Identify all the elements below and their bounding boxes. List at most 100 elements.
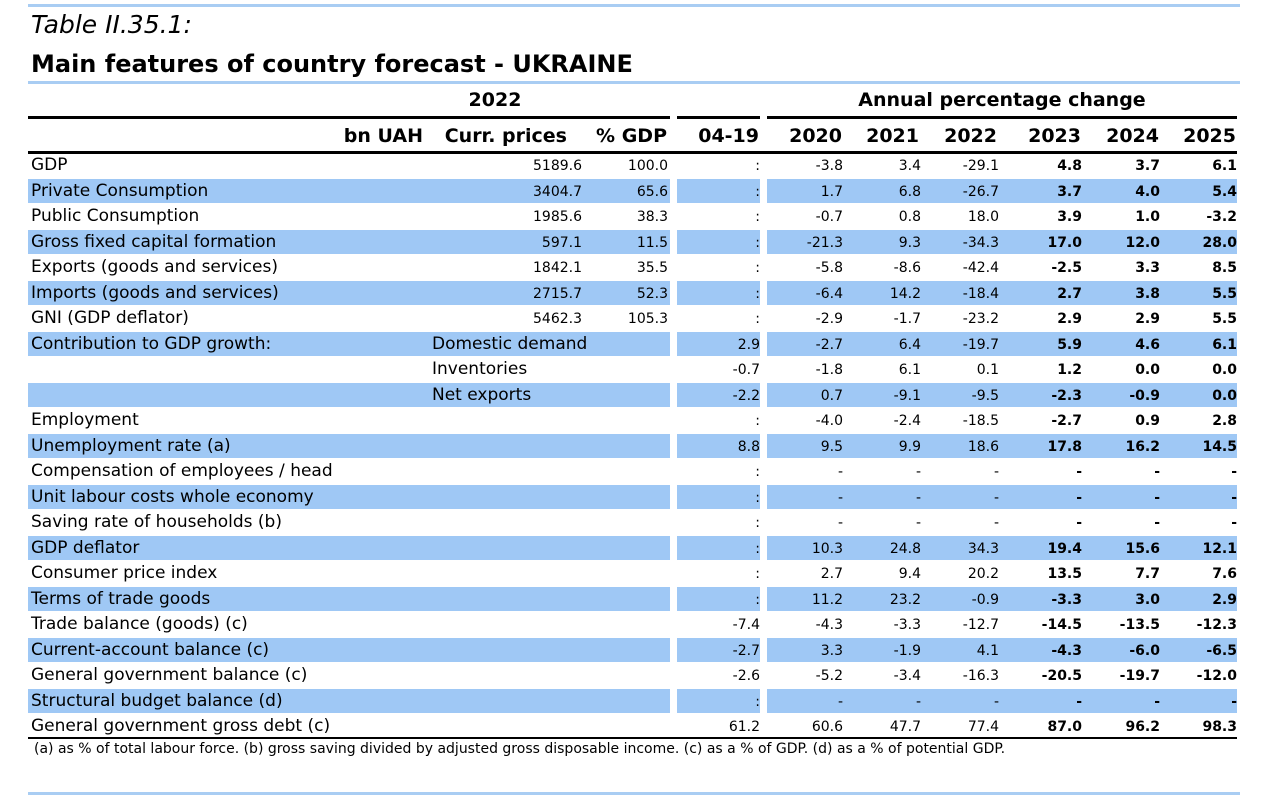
cell: -26.7 [962, 183, 999, 200]
cell: - [915, 693, 921, 710]
row-shade [677, 688, 760, 713]
row-label: Contribution to GDP growth: [31, 333, 272, 354]
cell: 15.6 [1125, 540, 1160, 557]
cell: 3.3 [820, 642, 843, 659]
cell: - [1231, 693, 1237, 710]
row-label: GDP deflator [31, 537, 140, 558]
cell: - [1154, 693, 1160, 710]
cell: -42.4 [962, 260, 999, 276]
cell: 4.1 [976, 642, 999, 659]
cell: - [837, 464, 843, 480]
row-shade [677, 178, 760, 203]
row-label: Public Consumption [31, 206, 200, 226]
cell: -4.0 [815, 413, 843, 429]
row-shade [28, 433, 670, 458]
cell: -6.4 [815, 285, 843, 302]
cell: 6.1 [898, 362, 921, 378]
table-title: Table II.35.1: [31, 10, 192, 39]
cell: 9.3 [898, 234, 921, 251]
cell: -19.7 [1119, 668, 1160, 684]
cell: : [755, 413, 760, 429]
rule [28, 116, 670, 119]
cell: 0.1 [976, 362, 999, 378]
cell: - [915, 464, 921, 480]
rule [28, 151, 1237, 154]
column-header: 04-19 [698, 125, 759, 147]
row-shade [677, 535, 760, 560]
cell: -3.8 [815, 158, 843, 174]
cell: -12.0 [1196, 668, 1237, 684]
cell: - [915, 515, 921, 531]
cell: -34.3 [962, 234, 999, 251]
cell: 0.0 [1212, 362, 1237, 378]
cell: 3.0 [1135, 591, 1160, 608]
cell: - [837, 693, 843, 710]
cell: 17.8 [1047, 438, 1082, 455]
row-label: Structural budget balance (d) [31, 690, 283, 711]
cell: -13.5 [1119, 617, 1160, 633]
cell: - [1076, 464, 1082, 480]
cell: 14.5 [1202, 438, 1237, 455]
row-sublabel: Inventories [432, 359, 528, 379]
group-header: 2022 [468, 89, 522, 111]
rule [677, 116, 760, 119]
cell: : [755, 158, 760, 174]
cell: 6.8 [898, 183, 921, 200]
row-label: General government balance (c) [31, 665, 308, 685]
row-label: Unit labour costs whole economy [31, 486, 314, 507]
cell: 5.9 [1057, 336, 1082, 353]
cell: : [755, 489, 760, 506]
cell: 3.8 [1135, 285, 1160, 302]
cell: - [1231, 464, 1237, 480]
cell: - [993, 693, 999, 710]
cell: : [755, 311, 760, 327]
cell: 17.0 [1047, 234, 1082, 251]
cell: 5.5 [1212, 285, 1237, 302]
cell: -2.5 [1051, 260, 1082, 276]
row-label: Private Consumption [31, 180, 209, 201]
cell: - [1154, 464, 1160, 480]
row-shade [677, 433, 760, 458]
column-header: bn UAH [343, 125, 423, 147]
row-shade [767, 535, 1237, 560]
cell: 3.7 [1135, 158, 1160, 174]
cell: 5189.6 [533, 158, 582, 174]
cell: - [993, 515, 999, 531]
cell: -0.9 [1129, 387, 1160, 404]
cell: 6.4 [898, 336, 921, 353]
cell: 28.0 [1202, 234, 1237, 251]
cell: -4.3 [1051, 642, 1082, 659]
cell: 52.3 [636, 285, 668, 302]
column-header: Curr. prices [444, 125, 567, 147]
cell: 597.1 [541, 234, 582, 251]
column-header: 2022 [944, 125, 997, 147]
cell: 1.2 [1057, 362, 1082, 378]
row-shade [677, 229, 760, 254]
row-shade [28, 688, 670, 713]
cell: -2.4 [893, 413, 921, 429]
cell: -20.5 [1041, 668, 1082, 684]
cell: -19.7 [962, 336, 999, 353]
cell: -9.5 [971, 387, 999, 404]
cell: -29.1 [962, 158, 999, 174]
row-sublabel: Domestic demand [432, 333, 588, 354]
cell: 65.6 [636, 183, 668, 200]
cell: : [755, 591, 760, 608]
cell: -0.7 [815, 209, 843, 225]
cell: 0.7 [820, 387, 843, 404]
cell: 6.1 [1212, 336, 1237, 353]
row-label: Unemployment rate (a) [31, 435, 231, 456]
row-shade [28, 382, 670, 407]
cell: 5.5 [1212, 311, 1237, 327]
cell: 4.0 [1135, 183, 1160, 200]
cell: 1.7 [820, 183, 843, 200]
cell: -2.7 [1051, 413, 1082, 429]
row-shade [767, 688, 1237, 713]
cell: 47.7 [889, 719, 921, 735]
cell: - [1154, 515, 1160, 531]
cell: : [755, 183, 760, 200]
row-label: Compensation of employees / head [31, 461, 333, 481]
row-shade [767, 382, 1237, 407]
cell: 13.5 [1047, 566, 1082, 582]
row-shade [767, 178, 1237, 203]
